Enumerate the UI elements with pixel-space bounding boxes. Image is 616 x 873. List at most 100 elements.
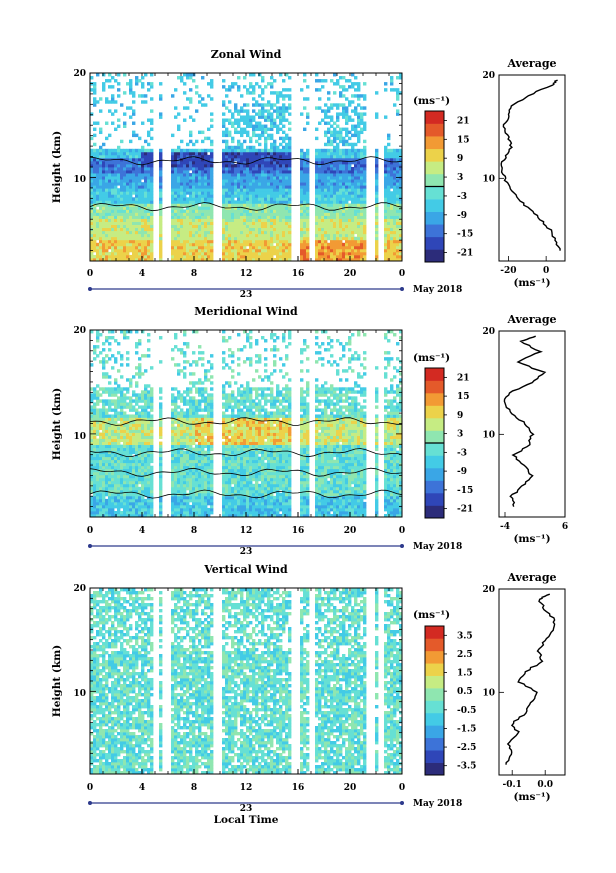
heatmap-cell — [123, 462, 127, 467]
heatmap-cell — [258, 227, 262, 232]
heatmap-cell — [132, 212, 136, 216]
heatmap-cell — [279, 212, 283, 216]
heatmap-cell — [114, 170, 118, 174]
heatmap-cell — [351, 197, 355, 201]
heatmap-cell — [117, 429, 121, 433]
heatmap-cell — [135, 188, 139, 192]
heatmap-cell — [159, 154, 163, 159]
heatmap-cell — [210, 257, 214, 261]
heatmap-cell — [318, 242, 322, 247]
heatmap-cell — [243, 245, 247, 250]
heatmap-cell — [96, 453, 100, 458]
heatmap-cell — [351, 100, 355, 104]
heatmap-cell — [234, 212, 238, 216]
heatmap-cell — [105, 456, 109, 461]
heatmap-cell — [102, 173, 106, 177]
heatmap-cell — [207, 157, 211, 162]
heatmap-cell — [345, 112, 349, 116]
heatmap-cell — [243, 215, 247, 219]
heatmap-cell — [90, 236, 94, 241]
heatmap-cell — [306, 221, 310, 226]
heatmap-cell — [90, 408, 94, 412]
heatmap-cell — [327, 188, 331, 192]
heatmap-cell — [120, 450, 124, 455]
heatmap-cell — [339, 103, 343, 107]
heatmap-cell — [108, 489, 112, 494]
heatmap-cell — [357, 248, 361, 253]
heatmap-cell — [192, 148, 196, 153]
heatmap-cell — [303, 221, 307, 226]
heatmap-cell — [390, 167, 394, 171]
heatmap-cell — [120, 170, 124, 174]
heatmap-cell — [159, 94, 163, 98]
heatmap-cell — [123, 429, 127, 433]
heatmap-cell — [150, 471, 154, 476]
heatmap-cell — [90, 486, 94, 491]
heatmap-cell — [306, 212, 310, 216]
heatmap-cell — [336, 157, 340, 162]
heatmap-cell — [345, 133, 349, 138]
heatmap-cell — [111, 200, 115, 204]
heatmap-cell — [396, 167, 400, 171]
heatmap-cell — [99, 486, 103, 491]
heatmap-cell — [207, 230, 211, 235]
heatmap-cell — [342, 236, 346, 241]
heatmap-cell — [171, 489, 175, 494]
heatmap-cell — [384, 254, 388, 259]
heatmap-cell — [120, 251, 124, 256]
heatmap-cell — [93, 513, 97, 517]
heatmap-cell — [318, 167, 322, 171]
heatmap-cell — [345, 230, 349, 235]
heatmap-cell — [117, 456, 121, 461]
heatmap-cell — [150, 447, 154, 452]
heatmap-cell — [285, 148, 289, 153]
heatmap-cell — [129, 402, 133, 406]
heatmap-cell — [102, 432, 106, 436]
heatmap-cell — [132, 100, 136, 104]
heatmap-cell — [300, 163, 304, 168]
heatmap-cell — [144, 151, 148, 156]
heatmap-cell — [138, 154, 142, 159]
heatmap-cell — [267, 173, 271, 177]
heatmap-cell — [393, 88, 397, 92]
heatmap-cell — [120, 465, 124, 470]
heatmap-cell — [141, 354, 145, 358]
heatmap-cell — [102, 372, 106, 376]
heatmap-cell — [144, 420, 148, 424]
heatmap-cell — [96, 462, 100, 467]
heatmap-cell — [354, 227, 358, 232]
heatmap-cell — [183, 148, 187, 153]
heatmap-cell — [105, 97, 109, 101]
heatmap-cell — [192, 142, 196, 147]
heatmap-cell — [249, 203, 253, 207]
heatmap-cell — [348, 182, 352, 186]
heatmap-cell — [132, 148, 136, 153]
heatmap-cell — [237, 121, 241, 125]
heatmap-cell — [171, 236, 175, 241]
heatmap-cell — [126, 426, 130, 430]
heatmap-cell — [354, 76, 358, 80]
heatmap-cell — [150, 507, 154, 512]
heatmap-cell — [225, 170, 229, 174]
heatmap-cell — [147, 450, 151, 455]
heatmap-cell — [144, 248, 148, 253]
heatmap-cell — [132, 432, 136, 436]
heatmap-cell — [363, 151, 367, 156]
heatmap-cell — [132, 182, 136, 186]
heatmap-cell — [276, 248, 280, 253]
heatmap-cell — [267, 112, 271, 116]
heatmap-cell — [246, 233, 250, 238]
heatmap-cell — [237, 254, 241, 259]
heatmap-cell — [114, 357, 118, 361]
heatmap-cell — [99, 360, 103, 364]
heatmap-cell — [375, 239, 379, 244]
heatmap-cell — [285, 206, 289, 210]
heatmap-cell — [336, 197, 340, 201]
heatmap-cell — [258, 136, 262, 141]
heatmap-cell — [375, 176, 379, 180]
heatmap-cell — [273, 236, 277, 241]
heatmap-cell — [201, 197, 205, 201]
heatmap-cell — [141, 212, 145, 216]
heatmap-cell — [186, 170, 190, 174]
heatmap-cell — [339, 203, 343, 207]
